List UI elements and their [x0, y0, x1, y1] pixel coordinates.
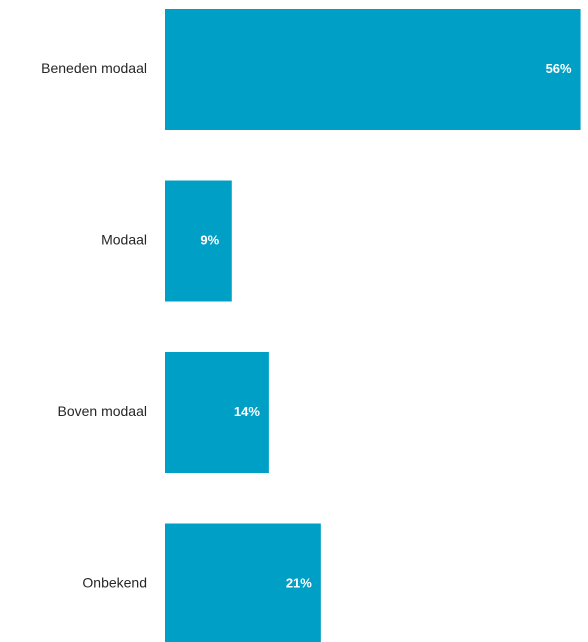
bars-layer [165, 9, 581, 642]
bar-onbekend [165, 523, 321, 642]
bar-beneden-modaal [165, 9, 581, 130]
data-label-onbekend: 21% [286, 575, 312, 590]
data-label-beneden-modaal: 56% [546, 61, 572, 76]
bar-modaal [165, 180, 232, 302]
data-label-modaal: 9% [200, 232, 219, 247]
bar-boven-modaal [165, 352, 269, 473]
category-label-modaal: Modaal [101, 232, 147, 248]
category-label-onbekend: Onbekend [82, 575, 147, 591]
data-label-boven-modaal: 14% [234, 404, 260, 419]
category-label-boven-modaal: Boven modaal [57, 403, 147, 419]
labels-layer: Beneden modaal 56% Modaal 9% Boven modaal 14%… [41, 60, 572, 591]
category-label-beneden-modaal: Beneden modaal [41, 60, 147, 76]
